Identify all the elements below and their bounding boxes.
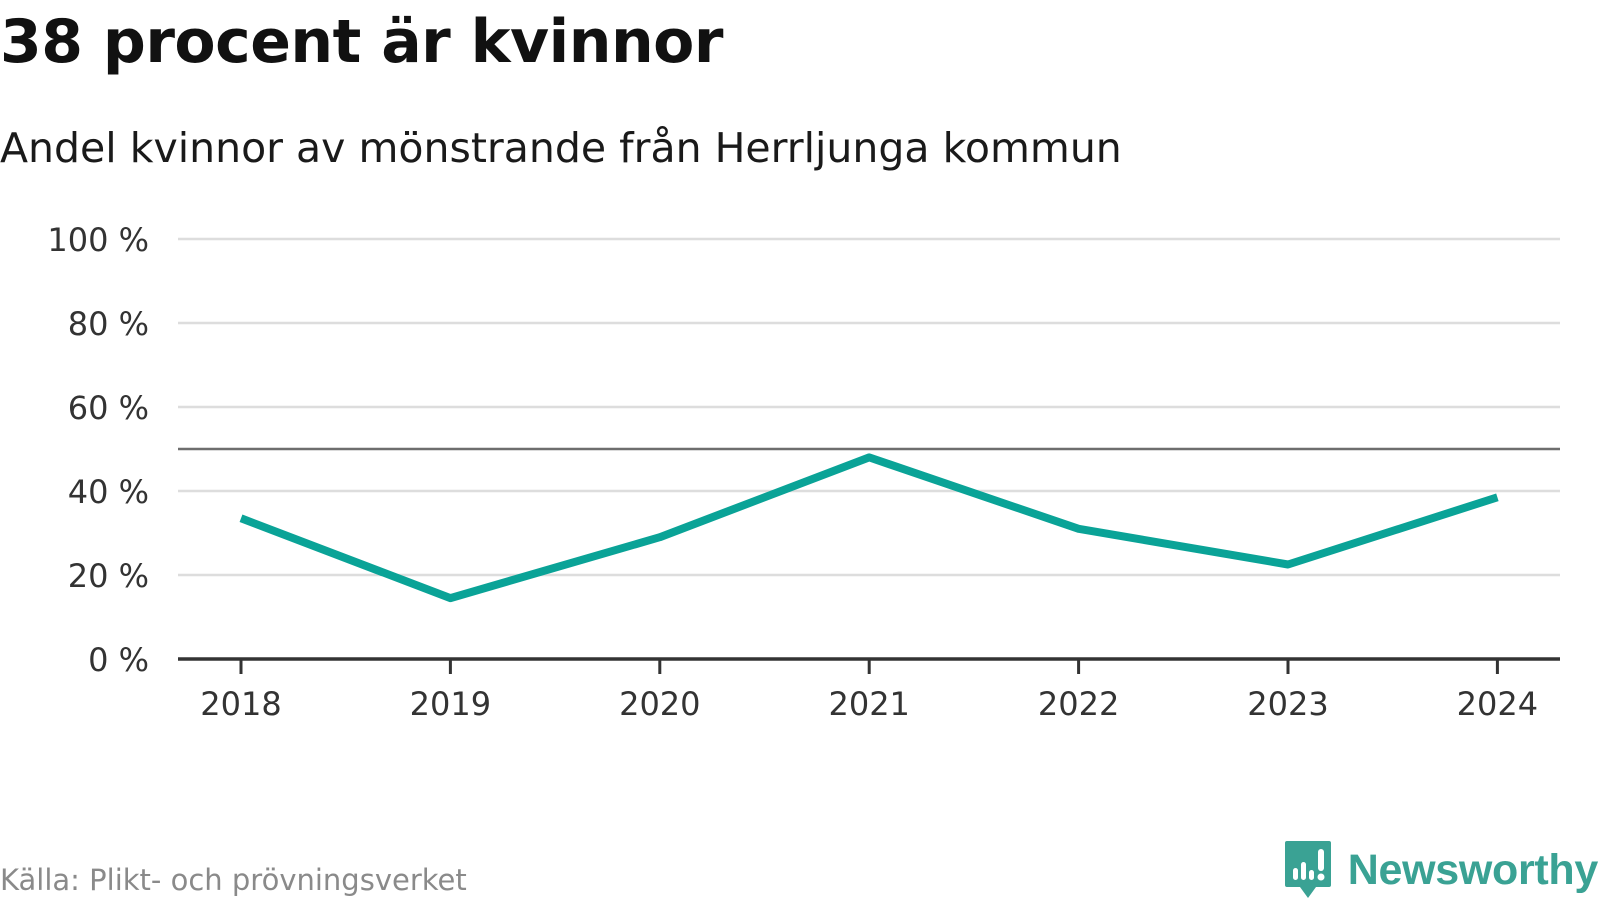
x-tick-label-2018: 2018	[200, 685, 281, 723]
y-tick-label-0: 0 %	[88, 641, 149, 679]
brand-logo: Newsworthy	[1284, 840, 1598, 900]
y-axis-ticks: 0 % 20 % 40 % 60 % 80 % 100 %	[47, 221, 149, 679]
y-tick-label-20: 20 %	[68, 557, 149, 595]
chart-title: 38 procent är kvinnor	[0, 7, 723, 77]
y-tick-label-100: 100 %	[47, 221, 149, 259]
x-tick-label-2019: 2019	[410, 685, 491, 723]
grid-lines	[178, 237, 1560, 577]
x-tick-label-2020: 2020	[619, 685, 700, 723]
y-tick-label-80: 80 %	[68, 305, 149, 343]
series-line-0	[239, 453, 1499, 603]
x-tick-label-2021: 2021	[828, 685, 909, 723]
y-tick-label-60: 60 %	[68, 389, 149, 427]
newsworthy-logo-icon	[1284, 841, 1331, 898]
x-axis-ticks: 2018 2019 2020 2021 2022 2023 2024	[200, 659, 1538, 723]
x-tick-label-2022: 2022	[1038, 685, 1119, 723]
x-tick-label-2024: 2024	[1457, 685, 1538, 723]
brand-name: Newsworthy	[1347, 845, 1599, 894]
series-group	[239, 453, 1499, 603]
chart-subtitle: Andel kvinnor av mönstrande från Herrlju…	[0, 124, 1122, 172]
source-note: Källa: Plikt- och prövningsverket	[0, 863, 467, 897]
x-tick-label-2023: 2023	[1247, 685, 1328, 723]
y-tick-label-40: 40 %	[68, 473, 149, 511]
